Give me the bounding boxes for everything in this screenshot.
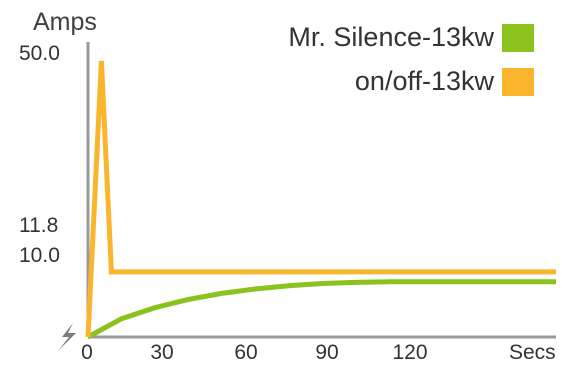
legend-item-on-off: on/off-13kw	[355, 66, 534, 97]
legend-label: on/off-13kw	[354, 66, 494, 96]
x-tick-label: 30	[150, 341, 174, 364]
y-tick-label: 50.0	[19, 42, 60, 65]
series-line-1	[85, 60, 556, 338]
chart-icon-layer	[58, 323, 76, 351]
y-tick-label: 11.8	[19, 214, 59, 237]
series-line-0	[86, 279, 556, 340]
y-tick-label: 10.0	[19, 244, 60, 267]
legend-swatch	[502, 23, 534, 52]
x-tick-label: 0	[81, 341, 93, 364]
legend-swatch	[502, 67, 534, 96]
y-axis-label: Amps	[33, 8, 97, 36]
x-tick-label: 90	[315, 341, 339, 364]
x-tick-label: 60	[234, 341, 258, 364]
legend-item-mr-silence: Mr. Silence-13kw	[288, 22, 534, 53]
x-axis-unit-label: Secs	[509, 341, 556, 364]
x-tick-label: 120	[392, 341, 428, 364]
chart-series-layer	[85, 60, 556, 340]
legend-label: Mr. Silence-13kw	[288, 22, 494, 52]
lightning-bolt-icon	[58, 323, 76, 351]
